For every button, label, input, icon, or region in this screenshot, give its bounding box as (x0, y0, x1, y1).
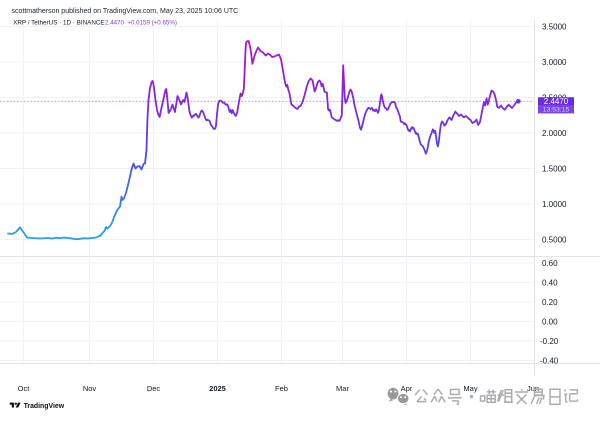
svg-text:Jun: Jun (527, 384, 539, 393)
svg-text:Dec: Dec (147, 384, 161, 393)
svg-text:TradingView: TradingView (24, 403, 65, 410)
svg-text:0.00: 0.00 (542, 317, 558, 326)
svg-text:Mar: Mar (336, 384, 349, 393)
svg-text:0.5000: 0.5000 (542, 235, 567, 244)
svg-text:3.0000: 3.0000 (542, 58, 567, 67)
svg-text:scottmatherson published on Tr: scottmatherson published on TradingView.… (12, 8, 239, 15)
svg-text:Nov: Nov (83, 384, 97, 393)
svg-text:2.4470: 2.4470 (544, 97, 569, 106)
svg-text:0.20: 0.20 (542, 298, 558, 307)
svg-text:May: May (463, 384, 477, 393)
svg-text:2.0000: 2.0000 (542, 129, 567, 138)
svg-text:2.4470 +0.0159 (+0.65%): 2.4470 +0.0159 (+0.65%) (105, 20, 177, 27)
svg-text:-0.20: -0.20 (540, 337, 559, 346)
svg-text:3.5000: 3.5000 (542, 22, 567, 31)
svg-text:0.40: 0.40 (542, 278, 558, 287)
svg-text:13:53:15: 13:53:15 (543, 107, 570, 114)
svg-text:2025: 2025 (209, 384, 226, 393)
svg-text:Feb: Feb (275, 384, 288, 393)
svg-text:1.5000: 1.5000 (542, 164, 567, 173)
svg-text:Oct: Oct (18, 384, 31, 393)
svg-text:Apr: Apr (401, 384, 413, 393)
svg-text:-0.40: -0.40 (540, 356, 559, 365)
svg-text:XRP / TetherUS · 1D · BINANCE: XRP / TetherUS · 1D · BINANCE (13, 20, 104, 27)
svg-text:1.0000: 1.0000 (542, 200, 567, 209)
svg-text:0.60: 0.60 (542, 259, 558, 268)
